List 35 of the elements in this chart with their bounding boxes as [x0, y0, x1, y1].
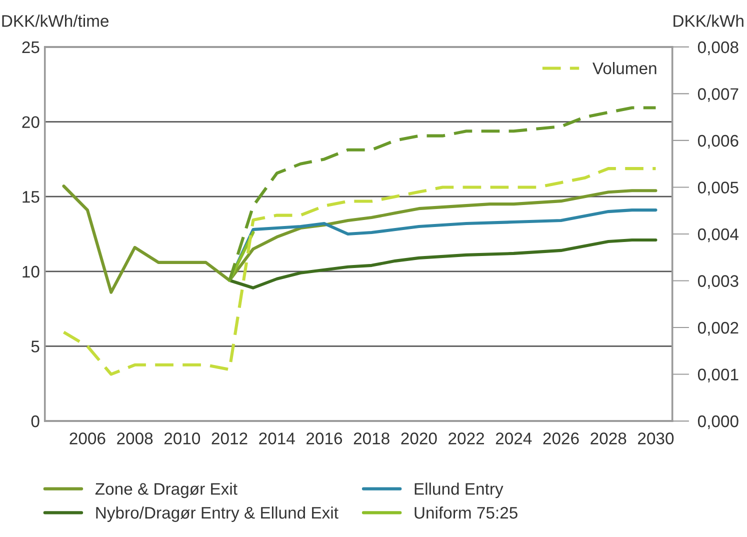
y2-tick-label: 0,003 — [698, 275, 738, 289]
y2-tick-label: 0,001 — [698, 368, 738, 382]
legend-label: Volumen — [592, 62, 656, 74]
x-tick-label: 2020 — [401, 432, 437, 444]
y-tick-label: 20 — [22, 116, 40, 128]
x-tick-label: 2022 — [448, 432, 484, 444]
x-tick-label: 2006 — [70, 432, 106, 444]
y-tick-label: 25 — [22, 41, 40, 54]
legend-label: Ellund Entry — [414, 482, 504, 498]
y2-tick-label: 0,002 — [698, 322, 738, 336]
x-tick-label: 2012 — [212, 432, 248, 444]
y-tick-label: 10 — [22, 266, 40, 278]
x-tick-label: 2030 — [638, 432, 674, 444]
y2-tick-label: 0,007 — [698, 88, 738, 102]
x-tick-label: 2008 — [117, 432, 153, 444]
y2-tick-label: 0,006 — [698, 134, 738, 149]
x-tick-label: 2010 — [164, 432, 200, 444]
y-tick-label: 15 — [22, 191, 40, 203]
y2-tick-label: 0,005 — [698, 182, 738, 196]
y-tick-label: 0 — [31, 415, 40, 428]
y2-tick-label: 0,000 — [698, 415, 738, 430]
x-tick-label: 2024 — [496, 432, 532, 444]
legend-label: Uniform 75:25 — [414, 506, 518, 519]
y2-tick-label: 0,008 — [698, 41, 738, 56]
x-tick-label: 2016 — [306, 432, 342, 444]
legend-label: Nybro/Dragør Entry & Ellund Exit — [96, 506, 338, 522]
legend-label: Zone & Dragør Exit — [95, 482, 238, 498]
y-axis-title: DKK/kWh/time — [2, 14, 109, 27]
x-tick-label: 2018 — [354, 432, 390, 444]
y2-tick-label: 0,004 — [698, 228, 739, 242]
y-tick-label: 5 — [31, 340, 40, 352]
x-tick-label: 2014 — [259, 432, 295, 444]
y2-axis-title: DKK/kWh — [674, 14, 744, 27]
x-tick-label: 2028 — [590, 432, 626, 444]
x-tick-label: 2026 — [543, 432, 579, 444]
